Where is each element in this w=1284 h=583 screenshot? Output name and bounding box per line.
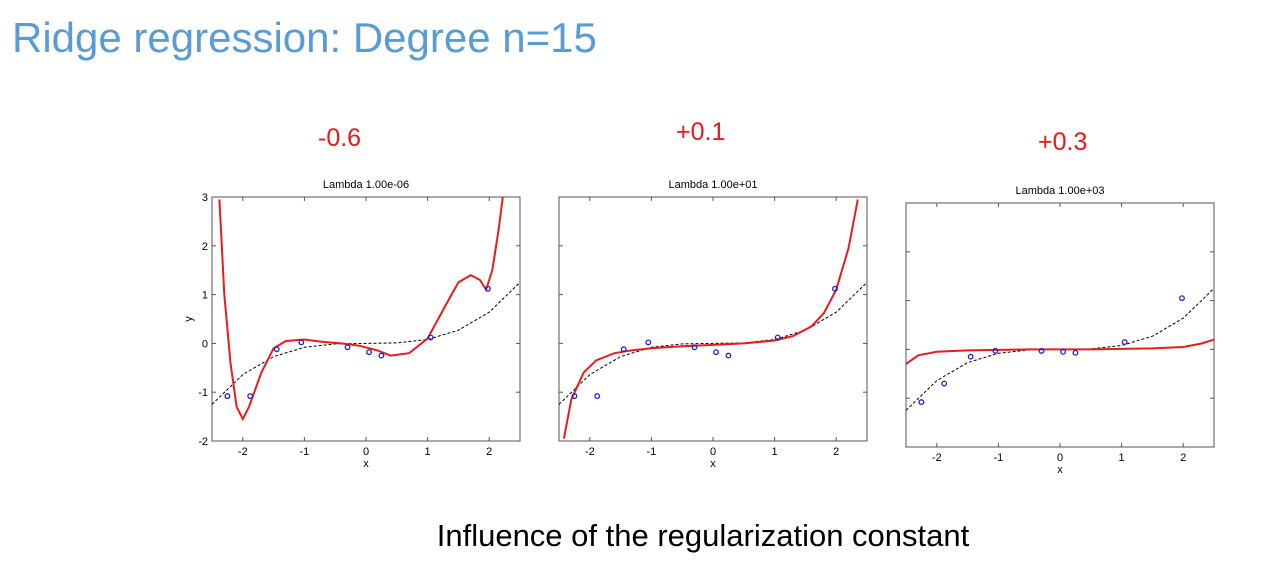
data-point bbox=[1038, 347, 1045, 354]
ridge-fit-curve bbox=[218, 197, 504, 422]
score-label-2: +0.1 bbox=[676, 118, 726, 146]
data-point bbox=[273, 346, 280, 353]
chart-title: Lambda 1.00e-06 bbox=[323, 179, 409, 191]
data-point bbox=[247, 393, 254, 400]
data-point bbox=[645, 339, 652, 346]
y-tick-label: 1 bbox=[202, 290, 208, 302]
plot-frame bbox=[905, 202, 1215, 448]
x-tick-label: 1 bbox=[772, 446, 778, 458]
data-point bbox=[967, 353, 974, 360]
x-axis-label: x bbox=[710, 458, 716, 470]
x-tick-label: 2 bbox=[1180, 452, 1186, 464]
x-tick-label: -1 bbox=[300, 446, 310, 458]
ridge-fit-curve bbox=[562, 199, 859, 439]
chart-1: Lambda 1.00e-06 -2 -1 0 1 2 -2 -1 0 1 2 3 x y bbox=[183, 179, 521, 470]
y-tick-label: -1 bbox=[198, 387, 208, 399]
x-tick-label: 0 bbox=[1057, 452, 1063, 464]
plot-frame bbox=[558, 196, 868, 442]
y-tick-label: -2 bbox=[198, 436, 208, 448]
true-function-curve bbox=[212, 282, 520, 405]
y-tick-label: 0 bbox=[202, 338, 208, 350]
data-point bbox=[774, 334, 781, 341]
x-tick-label: 0 bbox=[710, 446, 716, 458]
data-point bbox=[941, 380, 948, 387]
x-tick-label: -1 bbox=[994, 452, 1004, 464]
x-tick-label: 2 bbox=[833, 446, 839, 458]
x-tick-label: 1 bbox=[1119, 452, 1125, 464]
data-point bbox=[344, 344, 351, 351]
data-point bbox=[1072, 349, 1079, 356]
x-axis-label: x bbox=[1057, 464, 1063, 476]
data-point bbox=[427, 334, 434, 341]
true-function-curve bbox=[559, 282, 867, 405]
x-tick-label: 2 bbox=[486, 446, 492, 458]
data-point bbox=[1121, 339, 1128, 346]
chart-title: Lambda 1.00e+03 bbox=[1016, 185, 1105, 197]
ridge-fit-curve bbox=[906, 338, 1214, 365]
data-point bbox=[378, 352, 385, 359]
x-tick-label: 0 bbox=[363, 446, 369, 458]
data-point bbox=[620, 346, 627, 353]
x-tick-label: -2 bbox=[238, 446, 248, 458]
data-point bbox=[571, 393, 578, 400]
y-axis-label: y bbox=[183, 316, 195, 322]
plot-frame bbox=[211, 196, 521, 442]
data-point bbox=[725, 352, 732, 359]
x-tick-label: -1 bbox=[647, 446, 657, 458]
data-point bbox=[992, 347, 999, 354]
data-point bbox=[366, 349, 373, 356]
data-point bbox=[691, 344, 698, 351]
data-point bbox=[1179, 295, 1185, 302]
x-tick-label: -2 bbox=[932, 452, 942, 464]
chart-3: Lambda 1.00e+03 -2 -1 0 1 2 x bbox=[905, 185, 1215, 476]
y-tick-label: 2 bbox=[202, 241, 208, 253]
chart-title: Lambda 1.00e+01 bbox=[669, 179, 758, 191]
data-point bbox=[298, 339, 305, 346]
data-point bbox=[713, 349, 720, 356]
data-point bbox=[832, 285, 838, 292]
chart-2: Lambda 1.00e+01 -2 -1 0 1 2 x bbox=[558, 179, 868, 470]
x-tick-label: 1 bbox=[425, 446, 431, 458]
data-point bbox=[485, 285, 491, 292]
score-label-1: -0.6 bbox=[318, 124, 362, 152]
data-point bbox=[1060, 348, 1067, 355]
slide-title: Ridge regression: Degree n=15 bbox=[12, 14, 597, 61]
data-point bbox=[594, 393, 601, 400]
data-point bbox=[918, 399, 925, 406]
slide-caption: Influence of the regularization constant bbox=[436, 518, 970, 553]
score-label-3: +0.3 bbox=[1038, 128, 1088, 156]
data-point bbox=[224, 393, 231, 400]
x-axis-label: x bbox=[363, 458, 369, 470]
x-tick-label: -2 bbox=[585, 446, 595, 458]
y-tick-label: 3 bbox=[202, 192, 208, 204]
